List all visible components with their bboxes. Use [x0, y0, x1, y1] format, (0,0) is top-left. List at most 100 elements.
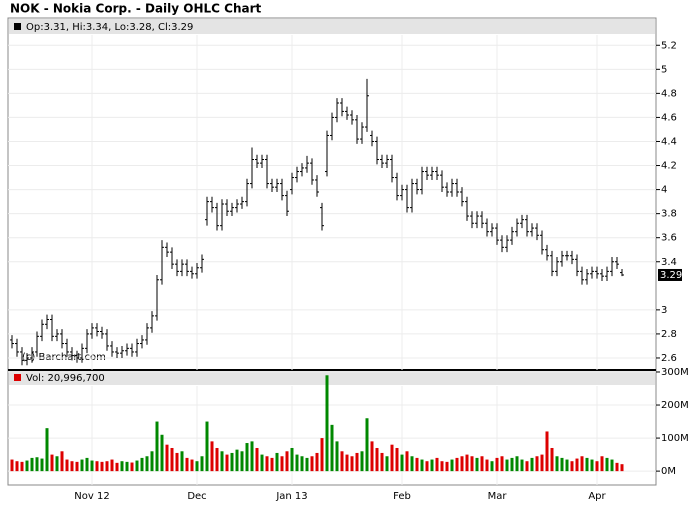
volume-bar: [365, 418, 369, 472]
volume-bar: [580, 456, 584, 472]
volume-bar: [275, 452, 279, 472]
volume-bar: [15, 461, 19, 472]
volume-bar: [20, 461, 24, 472]
volume-bar: [175, 452, 179, 472]
volume-bar: [250, 441, 254, 472]
volume-bar: [125, 461, 129, 472]
volume-bar: [305, 457, 309, 472]
volume-bar: [205, 421, 209, 472]
volume-bar: [620, 464, 624, 472]
last-price-label: 3.29: [660, 270, 682, 281]
volume-bar: [570, 461, 574, 472]
volume-bar: [110, 459, 114, 472]
volume-bar: [420, 459, 424, 472]
y-tick-label: 3.6: [661, 233, 677, 244]
volume-bar: [605, 457, 609, 472]
volume-bar: [35, 457, 39, 472]
volume-bar: [330, 424, 334, 472]
volume-bar: [475, 457, 479, 472]
y-tick-label: 5.2: [661, 40, 677, 51]
volume-bar: [565, 459, 569, 472]
volume-bar: [480, 456, 484, 472]
volume-bar: [530, 457, 534, 472]
volume-bar: [350, 456, 354, 472]
volume-bar: [355, 452, 359, 472]
volume-bar: [140, 457, 144, 472]
x-tick-label: Apr: [588, 491, 606, 502]
ohlc-label: Op:3.31, Hi:3.34, Lo:3.28, Cl:3.29: [26, 22, 193, 33]
volume-bar: [85, 457, 89, 472]
volume-bar: [285, 451, 289, 472]
volume-bar: [545, 431, 549, 472]
volume-bar: [260, 454, 264, 472]
volume-bar: [485, 459, 489, 472]
volume-bar: [515, 456, 519, 472]
volume-bar: [95, 461, 99, 472]
volume-bar: [440, 461, 444, 472]
volume-bar: [450, 459, 454, 472]
volume-bar: [10, 459, 14, 472]
volume-bar: [550, 447, 554, 472]
volume-bar: [60, 451, 64, 472]
volume-bar: [325, 375, 329, 472]
volume-bar: [525, 461, 529, 472]
volume-bar: [395, 447, 399, 472]
volume-bar: [145, 456, 149, 472]
volume-bar: [25, 460, 29, 472]
x-tick-label: Feb: [393, 491, 411, 502]
volume-bar: [500, 456, 504, 472]
volume-bar: [50, 454, 54, 472]
y-tick-label: 200M: [661, 400, 689, 411]
volume-bar: [385, 456, 389, 472]
volume-bar: [390, 444, 394, 472]
y-tick-label: 3.8: [661, 209, 677, 220]
chart-title: NOK - Nokia Corp. - Daily OHLC Chart: [10, 2, 262, 16]
volume-bar: [215, 447, 219, 472]
y-tick-label: 0M: [661, 466, 676, 477]
volume-bar: [410, 456, 414, 472]
volume-bar: [280, 456, 284, 472]
volume-bar: [445, 461, 449, 472]
volume-bar: [100, 461, 104, 472]
volume-bar: [470, 456, 474, 472]
volume-bar: [300, 456, 304, 472]
x-tick-label: Dec: [187, 491, 206, 502]
volume-bar: [120, 461, 124, 472]
volume-bar: [520, 459, 524, 472]
volume-bar: [610, 459, 614, 472]
volume-bar: [155, 421, 159, 472]
last-price-box: [658, 268, 682, 281]
volume-bar: [40, 458, 44, 472]
volume-bar: [380, 452, 384, 472]
volume-bar: [345, 454, 349, 472]
volume-bar: [265, 456, 269, 472]
volume-bar: [595, 461, 599, 472]
volume-bar: [240, 451, 244, 472]
volume-bar: [160, 434, 164, 472]
volume-bar: [65, 459, 69, 472]
volume-bar: [245, 443, 249, 472]
volume-bar: [460, 456, 464, 472]
y-tick-label: 4.8: [661, 88, 677, 99]
volume-bar: [135, 460, 139, 472]
volume-bar: [415, 457, 419, 472]
volume-bar: [225, 454, 229, 472]
volume-bar: [510, 457, 514, 472]
volume-bar: [90, 460, 94, 472]
volume-bar: [535, 456, 539, 472]
volume-bar: [600, 456, 604, 472]
x-tick-label: Mar: [488, 491, 508, 502]
volume-bar: [575, 458, 579, 472]
volume-bar: [165, 444, 169, 472]
y-tick-label: 3: [661, 305, 667, 316]
volume-bar: [75, 461, 79, 472]
volume-label: Vol: 20,996,700: [26, 373, 105, 384]
y-tick-label: 4: [661, 185, 667, 196]
volume-bar: [375, 447, 379, 472]
volume-bar: [465, 454, 469, 472]
volume-bar: [235, 449, 239, 472]
volume-bar: [115, 462, 119, 472]
volume-bar: [270, 457, 274, 472]
volume-bar: [190, 459, 194, 472]
x-tick-label: Jan 13: [275, 491, 307, 502]
